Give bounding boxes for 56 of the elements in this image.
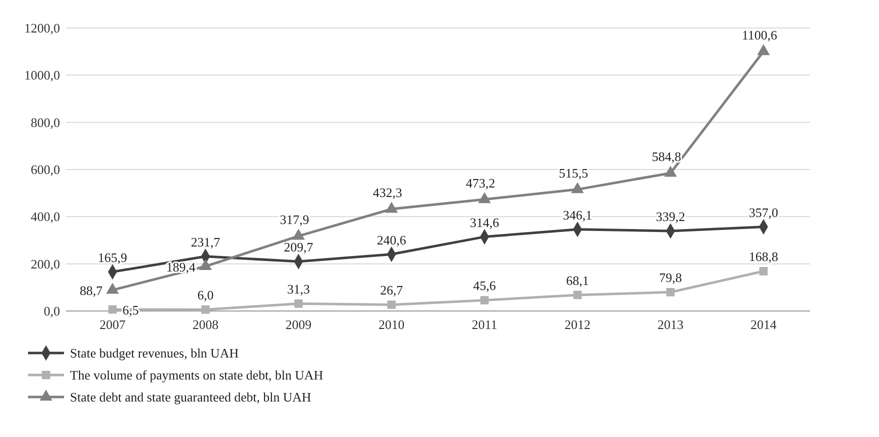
y-tick-label: 200,0: [30, 256, 60, 272]
data-label: 314,6: [470, 214, 500, 230]
y-tick-label: 800,0: [30, 114, 60, 130]
data-label: 209,7: [284, 240, 314, 255]
data-label: 231,7: [190, 234, 221, 250]
y-tick-label: 600,0: [30, 162, 60, 178]
data-label: 6,5: [122, 302, 139, 318]
data-label: 515,5: [558, 165, 588, 180]
x-tick-label: 2012: [564, 317, 590, 332]
legend-label: State debt and state guaranteed debt, bln UAH: [70, 390, 312, 405]
data-label: 1100,6: [742, 27, 778, 42]
data-label: 88,7: [80, 283, 103, 298]
x-tick-label: 2010: [378, 317, 404, 332]
legend-label: The volume of payments on state debt, bln UAH: [70, 368, 324, 383]
data-label: 189,4: [166, 259, 196, 274]
point: [108, 305, 117, 314]
point: [294, 299, 303, 308]
point: [385, 202, 398, 213]
point: [664, 166, 677, 177]
data-label: 45,6: [473, 278, 496, 294]
point: [387, 300, 396, 309]
data-label: 26,7: [380, 282, 404, 298]
data-label: 339,2: [656, 209, 686, 224]
x-tick-label: 2009: [286, 317, 312, 332]
data-label: 432,3: [372, 185, 402, 200]
x-tick-label: 2008: [192, 317, 218, 332]
y-tick-label: 1200,0: [24, 20, 60, 36]
data-label: 79,8: [659, 270, 682, 286]
x-tick-label: 2007: [100, 317, 126, 332]
data-label: 165,9: [98, 250, 128, 265]
data-label: 68,1: [566, 272, 589, 288]
point: [666, 288, 675, 296]
point: [757, 44, 770, 56]
point: [571, 182, 584, 194]
y-tick-label: 0,0: [44, 304, 60, 319]
x-tick-label: 2014: [750, 317, 777, 332]
data-label: 357,0: [748, 204, 778, 220]
data-label: 473,2: [466, 175, 496, 190]
data-label: 240,6: [376, 232, 407, 248]
data-label: 346,1: [562, 207, 592, 222]
data-label: 168,8: [748, 249, 778, 264]
y-tick-label: 1000,0: [24, 68, 60, 83]
x-tick-label: 2011: [472, 317, 498, 332]
point: [759, 267, 768, 276]
point: [573, 290, 582, 300]
point: [292, 228, 305, 240]
data-label: 584,8: [652, 149, 682, 164]
data-label: 317,9: [280, 212, 310, 228]
data-label: 6,0: [197, 288, 214, 303]
data-label: 31,3: [287, 282, 310, 297]
legend-label: State budget revenues, bln UAH: [70, 346, 239, 361]
point: [480, 296, 489, 304]
x-tick-label: 2013: [658, 317, 684, 332]
point: [201, 305, 210, 314]
y-tick-label: 400,0: [30, 209, 60, 224]
point: [478, 192, 491, 204]
